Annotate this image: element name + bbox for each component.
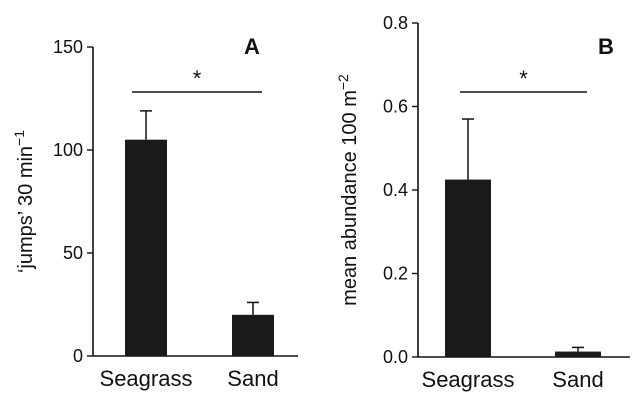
panel-b-y-axis-label-superscript: −2 (335, 74, 351, 90)
panel-a-y-axis-label-text: ‘jumps’ 30 min (15, 146, 37, 273)
panel-a-y-axis-label: ‘jumps’ 30 min−1 (11, 130, 37, 273)
panel-b-category-label: Sand (552, 367, 603, 392)
panel-a-bar-sand (232, 314, 274, 356)
panel-a-y-tick-label: 0 (73, 346, 83, 366)
panel-a-y-axis-label-superscript: −1 (11, 130, 27, 146)
panel-a-y-tick-label: 100 (53, 140, 83, 160)
panel-b-y-tick-label: 0.0 (383, 347, 408, 367)
panel-b-category-label: Seagrass (422, 367, 515, 392)
panel-b-panel-letter: B (598, 34, 614, 59)
panel-b-bar-sand (555, 351, 601, 357)
panel-b-y-axis-label-text: mean abundance 100 m (339, 90, 361, 306)
panel-a-category-label: Sand (227, 366, 278, 391)
panel-a-y-tick-label: 50 (63, 243, 83, 263)
panel-b-y-tick-label: 0.2 (383, 264, 408, 284)
panel-a-chart: 0 50 100 150 Seagrass Sand * A ‘jumps’ 30 min−1 (11, 34, 298, 391)
panel-a-panel-letter: A (244, 34, 260, 59)
panel-a-category-label: Seagrass (100, 366, 193, 391)
panel-b-y-tick-label: 0.8 (383, 13, 408, 33)
panel-b-y-tick-label: 0.6 (383, 97, 408, 117)
panel-a-significance-marker: * (193, 66, 202, 91)
panel-b-bar-seagrass (445, 179, 491, 357)
panel-b-y-axis-label: mean abundance 100 m−2 (335, 74, 361, 306)
panel-b-y-tick-label: 0.4 (383, 180, 408, 200)
panel-b-significance-marker: * (519, 66, 528, 91)
panel-a-y-tick-label: 150 (53, 37, 83, 57)
panel-a-bar-seagrass (125, 139, 167, 356)
